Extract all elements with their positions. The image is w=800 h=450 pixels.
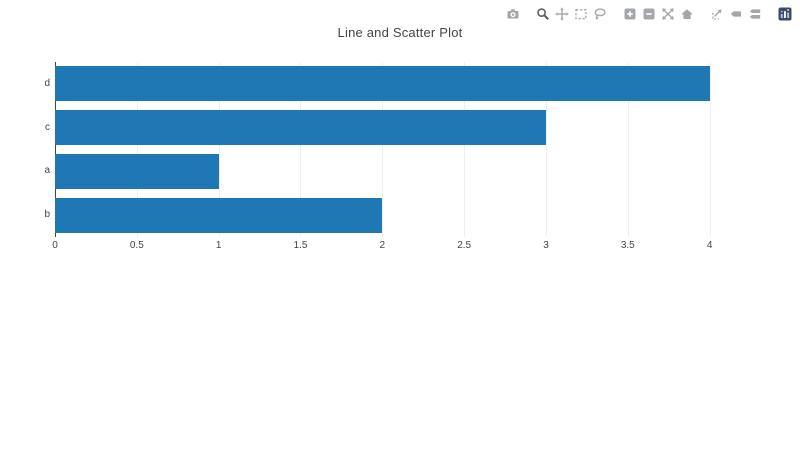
- plotly-logo-icon: [778, 7, 792, 21]
- reset-axes-icon: [680, 7, 694, 21]
- x-tick-label: 3.5: [620, 240, 635, 251]
- autoscale-button[interactable]: [658, 6, 677, 22]
- gridline: [545, 62, 547, 237]
- x-tick-label: 0: [52, 240, 58, 251]
- y-tick-label: d: [44, 77, 50, 89]
- modebar-group: [707, 6, 764, 22]
- toggle-spike-lines-icon: [710, 7, 724, 21]
- chart-title: Line and Scatter Plot: [337, 25, 463, 40]
- bar-c[interactable]: [55, 110, 546, 146]
- modebar-group: [503, 6, 522, 22]
- zoom-button[interactable]: [533, 6, 552, 22]
- camera-button[interactable]: [503, 6, 522, 22]
- gridline: [464, 62, 466, 237]
- toggle-spike-lines-button[interactable]: [707, 6, 726, 22]
- gridline: [300, 62, 302, 237]
- reset-axes-button[interactable]: [677, 6, 696, 22]
- x-tick-label: 4: [706, 240, 713, 251]
- y-tick-label: c: [45, 121, 50, 133]
- bar-a[interactable]: [55, 153, 219, 189]
- modebar-group: [775, 6, 794, 22]
- zoom-out-icon: [642, 7, 656, 21]
- zoom-out-button[interactable]: [639, 6, 658, 22]
- lasso-select-button[interactable]: [590, 6, 609, 22]
- x-tick-label: 1: [215, 240, 222, 251]
- gridline: [136, 62, 138, 237]
- x-tick-label: 2.5: [457, 240, 472, 251]
- modebar-group: [533, 6, 609, 22]
- gridline: [382, 62, 384, 237]
- zoom-icon: [536, 7, 550, 21]
- y-tick-label: a: [44, 165, 50, 177]
- gridline: [627, 62, 629, 237]
- autoscale-icon: [661, 7, 675, 21]
- zoom-in-icon: [623, 7, 637, 21]
- box-select-button[interactable]: [571, 6, 590, 22]
- hover-closest-button[interactable]: [726, 6, 745, 22]
- pan-icon: [554, 7, 569, 21]
- hover-compare-button[interactable]: [745, 6, 764, 22]
- pan-button[interactable]: [552, 6, 571, 22]
- plotly-logo-button[interactable]: [775, 6, 794, 22]
- hover-compare-icon: [748, 7, 762, 21]
- gridline: [218, 62, 220, 237]
- zero-line: [55, 62, 56, 237]
- x-tick-label: 3: [543, 240, 549, 251]
- y-tick-label: b: [44, 209, 50, 221]
- box-select-icon: [574, 7, 588, 21]
- bar-b[interactable]: [55, 197, 383, 233]
- lasso-select-icon: [593, 7, 607, 21]
- modebar-group: [620, 6, 696, 22]
- modebar: [492, 6, 794, 22]
- x-tick-label: 2: [379, 240, 386, 251]
- bar-d[interactable]: [55, 66, 710, 102]
- zoom-in-button[interactable]: [620, 6, 639, 22]
- x-tick-label: 1.5: [293, 240, 308, 251]
- x-tick-label: 0.5: [129, 240, 144, 251]
- gridline: [709, 62, 711, 237]
- hover-closest-icon: [729, 7, 743, 21]
- camera-icon: [506, 7, 520, 21]
